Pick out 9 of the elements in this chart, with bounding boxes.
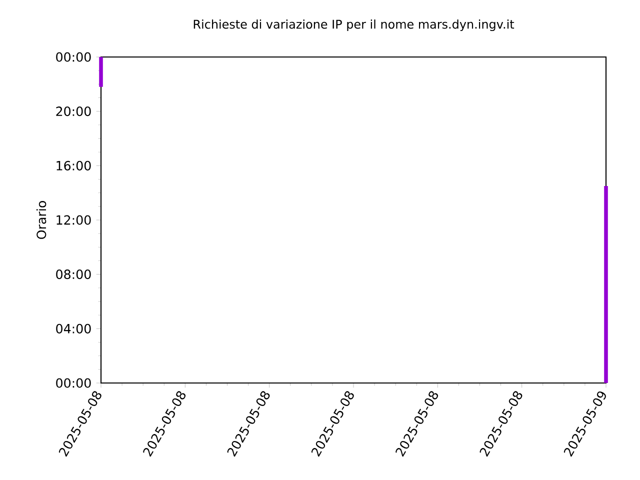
y-tick-label: 08:00 (56, 270, 91, 280)
y-tick-label: 16:00 (56, 160, 91, 170)
y-tick-label: 20:00 (56, 106, 91, 116)
y-tick-label: 00:00 (56, 378, 91, 388)
y-tick-label: 04:00 (56, 324, 91, 334)
y-tick-label: 12:00 (56, 215, 91, 225)
y-axis-title: Orario (36, 201, 46, 239)
y-tick-label: 00:00 (56, 52, 91, 62)
chart-title: Richieste di variazione IP per il nome mars.dyn.ingv.it (194, 19, 514, 32)
